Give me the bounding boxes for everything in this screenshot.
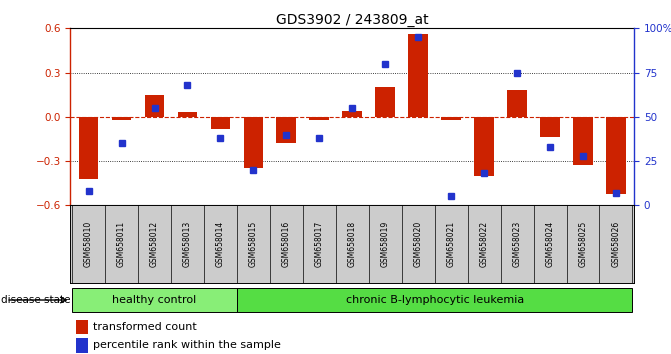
Text: GSM658022: GSM658022 xyxy=(480,221,488,267)
Text: GSM658011: GSM658011 xyxy=(117,221,126,267)
Bar xyxy=(309,117,329,120)
Bar xyxy=(409,34,428,117)
Bar xyxy=(442,117,461,120)
Bar xyxy=(375,87,395,117)
Bar xyxy=(244,117,263,169)
Bar xyxy=(111,117,132,120)
Text: GSM658023: GSM658023 xyxy=(513,221,521,267)
Text: GSM658012: GSM658012 xyxy=(150,221,159,267)
Text: GSM658018: GSM658018 xyxy=(348,221,357,267)
Bar xyxy=(211,117,230,129)
Bar xyxy=(72,288,237,312)
Text: GSM658015: GSM658015 xyxy=(249,221,258,267)
Bar xyxy=(79,117,99,179)
Text: GSM658017: GSM658017 xyxy=(315,221,324,267)
Bar xyxy=(145,95,164,117)
Text: transformed count: transformed count xyxy=(93,322,197,332)
Text: disease state: disease state xyxy=(1,295,71,305)
Bar xyxy=(276,117,296,143)
Bar xyxy=(342,111,362,117)
Text: GSM658024: GSM658024 xyxy=(546,221,554,267)
Text: GSM658025: GSM658025 xyxy=(578,221,588,267)
Bar xyxy=(606,117,626,194)
Title: GDS3902 / 243809_at: GDS3902 / 243809_at xyxy=(276,13,429,27)
Text: GSM658016: GSM658016 xyxy=(282,221,291,267)
Text: GSM658021: GSM658021 xyxy=(447,221,456,267)
Text: GSM658010: GSM658010 xyxy=(84,221,93,267)
Text: chronic B-lymphocytic leukemia: chronic B-lymphocytic leukemia xyxy=(346,295,524,305)
Bar xyxy=(540,117,560,137)
Bar xyxy=(76,338,89,353)
Bar xyxy=(237,288,633,312)
Bar xyxy=(507,90,527,117)
Text: GSM658013: GSM658013 xyxy=(183,221,192,267)
Bar xyxy=(474,117,494,176)
Text: GSM658014: GSM658014 xyxy=(216,221,225,267)
Bar xyxy=(573,117,593,166)
Text: GSM658019: GSM658019 xyxy=(380,221,390,267)
Text: percentile rank within the sample: percentile rank within the sample xyxy=(93,340,281,350)
Text: GSM658020: GSM658020 xyxy=(414,221,423,267)
Text: healthy control: healthy control xyxy=(112,295,197,305)
Text: GSM658026: GSM658026 xyxy=(611,221,621,267)
Bar xyxy=(178,113,197,117)
Bar xyxy=(76,320,89,334)
